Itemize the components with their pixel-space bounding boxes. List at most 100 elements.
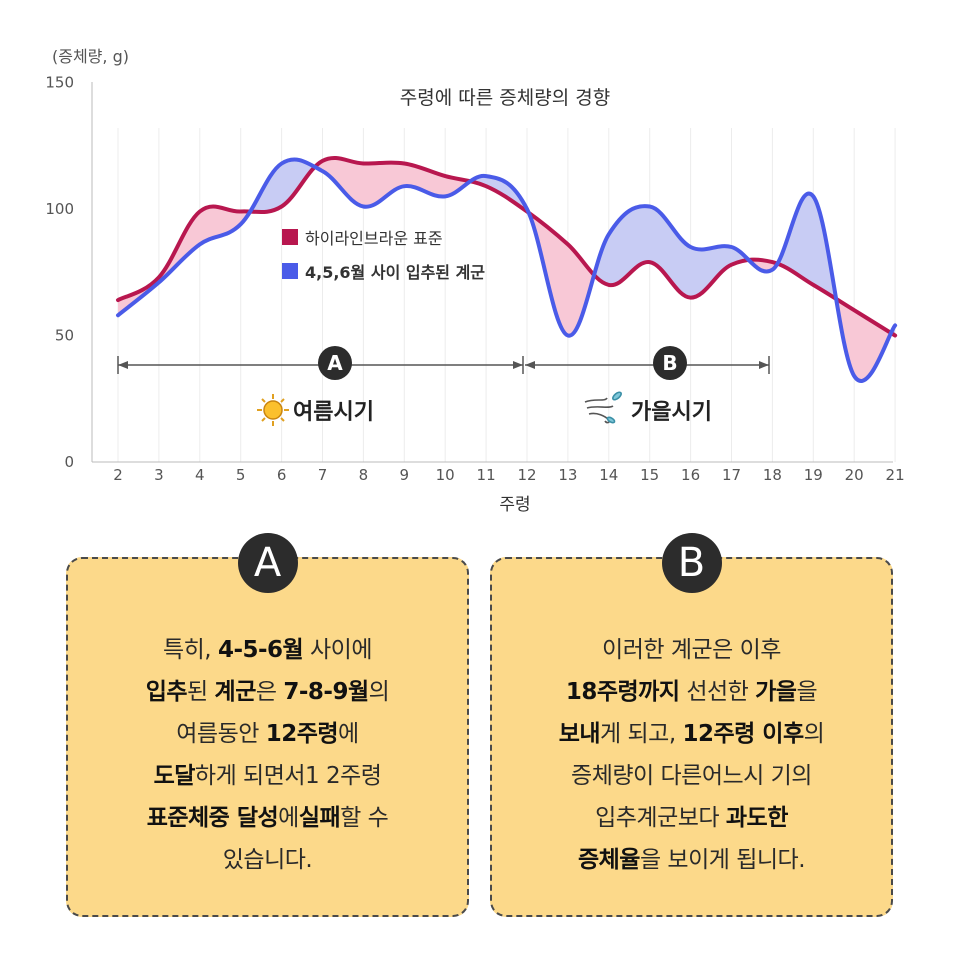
x-tick-label: 3: [154, 466, 164, 484]
period-b-arrowhead-right: [759, 361, 769, 369]
legend-swatch-standard: [282, 229, 298, 245]
y-tick-label: 100: [45, 200, 74, 218]
card-text-run: 하게 되면서1 2주령: [194, 763, 382, 789]
period-a-badge: [318, 346, 352, 380]
card-text-line: 이러한 계군은 이후: [510, 629, 873, 671]
card-text-line: 보내게 되고, 12주령 이후의: [510, 713, 873, 755]
x-tick-label: 9: [400, 466, 410, 484]
card-text-run: 된: [187, 679, 215, 705]
card-text-line: 여름동안 12주령에: [86, 713, 449, 755]
difference-fills: [118, 157, 896, 381]
x-tick-label: 6: [277, 466, 287, 484]
card-text-line: 증체율을 보이게 됩니다.: [510, 839, 873, 881]
card-text-emphasis: 7-8-9월: [283, 679, 369, 705]
card-text-emphasis: 과도한: [725, 805, 788, 831]
card-text-emphasis: 실패: [298, 805, 341, 831]
card-text-run: 입추계군보다: [595, 805, 726, 831]
card-b-text: 이러한 계군은 이후 18주령까지 선선한 가을을 보내게 되고, 12주령 이후의…: [510, 629, 873, 881]
card-text-run: 사이에: [303, 637, 372, 663]
legend-label-flock: 4,5,6월 사이 입추된 계군: [305, 263, 485, 282]
period-b: B 가을시기: [525, 346, 770, 425]
x-tick-label: 18: [763, 466, 782, 484]
period-b-badge: [653, 346, 687, 380]
chart-grid: [117, 128, 896, 462]
x-tick-label: 17: [722, 466, 741, 484]
x-tick-label: 16: [681, 466, 700, 484]
card-text-run: 선선한: [679, 679, 756, 705]
chart-axes: 2 3 4 5 6 7 8 9 10 11 12 13 14 15 16 17 18 19 20 21 0 50 100 15…: [45, 74, 904, 485]
x-tick-label: 14: [599, 466, 618, 484]
chart-title: 주령에 따른 증체량의 경향: [400, 87, 610, 109]
legend-swatch-flock: [282, 263, 298, 279]
card-text-line: 입추된 계군은 7-8-9월의: [86, 671, 449, 713]
card-text-run: 의: [803, 721, 825, 747]
card-text-run: 증체량이 다른어느시 기의: [571, 763, 812, 789]
period-b-label: 가을시기: [631, 400, 712, 425]
card-a-text: 특히, 4-5-6월 사이에 입추된 계군은 7-8-9월의 여름동안 12주령에 도…: [86, 629, 449, 881]
card-text-run: 의: [368, 679, 390, 705]
y-tick-label: 150: [45, 74, 74, 92]
period-b-badge-letter: B: [662, 351, 677, 375]
y-axis-label: (증체량, g): [52, 47, 129, 66]
wind-leaf-icon: [584, 391, 622, 424]
info-card-b: B 이러한 계군은 이후 18주령까지 선선한 가을을 보내게 되고, 12주령 이…: [490, 533, 893, 917]
card-text-run: 있습니다.: [222, 847, 313, 873]
x-tick-label: 7: [318, 466, 328, 484]
card-text-emphasis: 표준체중 달성: [146, 805, 279, 831]
sun-icon: [257, 394, 289, 426]
card-text-emphasis: 보내: [558, 721, 601, 747]
card-text-emphasis: 가을: [755, 679, 797, 705]
card-text-line: 표준체중 달성에실패할 수: [86, 797, 449, 839]
x-tick-label: 4: [195, 466, 205, 484]
x-tick-label: 10: [436, 466, 455, 484]
card-text-emphasis: 증체율: [577, 847, 640, 873]
card-text-run: 을: [796, 679, 818, 705]
card-text-emphasis: 계군: [214, 679, 257, 705]
card-text-emphasis: 12주령 이후: [682, 721, 804, 747]
card-text-emphasis: 4-5-6월: [217, 637, 304, 663]
card-text-run: 할 수: [340, 805, 389, 831]
card-text-run: 에: [338, 721, 359, 747]
card-text-line: 특히, 4-5-6월 사이에: [86, 629, 449, 671]
period-a-label: 여름시기: [293, 400, 374, 425]
legend-label-standard: 하이라인브라운 표준: [305, 229, 443, 248]
card-text-run: 이러한 계군은 이후: [602, 637, 781, 663]
period-a: A 여름시기: [117, 346, 524, 426]
card-text-line: 있습니다.: [86, 839, 449, 881]
card-text-line: 입추계군보다 과도한: [510, 797, 873, 839]
y-tick-label: 50: [55, 327, 74, 345]
x-tick-label: 13: [558, 466, 577, 484]
period-a-badge-letter: A: [327, 351, 343, 375]
x-tick-label: 5: [236, 466, 246, 484]
x-tick-label: 15: [640, 466, 659, 484]
card-text-emphasis: 12주령: [265, 721, 339, 747]
card-text-run: 특히,: [162, 637, 218, 663]
card-text-run: 은: [255, 679, 284, 705]
series-lines: [116, 155, 898, 383]
card-text-line: 18주령까지 선선한 가을을: [510, 671, 873, 713]
x-tick-label: 11: [477, 466, 496, 484]
card-text-run: 게 되고,: [600, 721, 683, 747]
card-text-run: 에: [278, 805, 299, 831]
card-a-badge: A: [237, 533, 298, 593]
x-tick-label: 12: [517, 466, 536, 484]
series-line-flock: [116, 157, 898, 383]
fill-flock-above: [118, 157, 896, 336]
series-line-standard: [116, 155, 898, 338]
growth-chart: 2 3 4 5 6 7 8 9 10 11 12 13 14 15 16 17 18 19 20 21 0 50 100 15…: [45, 47, 904, 515]
x-axis-label: 주령: [499, 495, 530, 515]
x-tick-label: 8: [359, 466, 369, 484]
info-card-a: A 특히, 4-5-6월 사이에 입추된 계군은 7-8-9월의 여름동안 12주령…: [66, 533, 469, 917]
card-text-line: 도달하게 되면서1 2주령: [86, 755, 449, 797]
x-tick-label: 21: [886, 466, 905, 484]
x-tick-label: 2: [113, 466, 123, 484]
y-tick-label: 0: [64, 453, 74, 471]
card-b-badge: B: [661, 533, 722, 593]
x-tick-label: 19: [804, 466, 823, 484]
period-b-arrowhead-left: [525, 361, 535, 369]
x-tick-label: 20: [845, 466, 864, 484]
period-a-arrowhead-left: [118, 361, 128, 369]
card-text-emphasis: 입추: [145, 679, 188, 705]
period-a-arrowhead-right: [513, 361, 523, 369]
card-text-run: 여름동안: [176, 721, 266, 747]
